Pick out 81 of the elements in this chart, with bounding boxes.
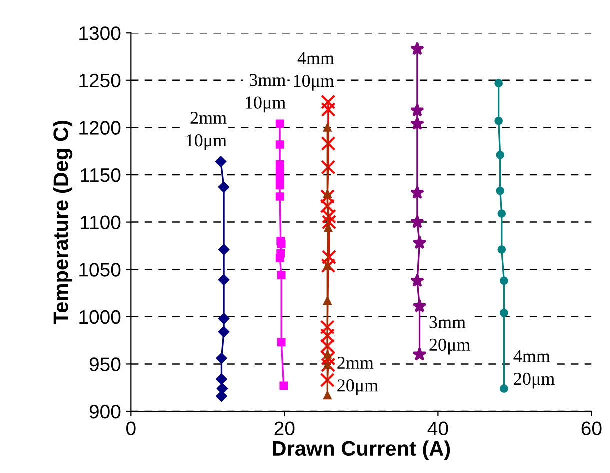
point — [276, 140, 284, 149]
point — [276, 192, 284, 201]
point — [496, 186, 505, 196]
point — [323, 391, 332, 400]
point — [277, 240, 286, 248]
point — [494, 116, 503, 126]
x-tick-label: 0 — [126, 422, 136, 436]
point — [498, 246, 506, 254]
point — [216, 352, 228, 364]
x-tick-label: 60 — [582, 422, 602, 436]
point — [323, 350, 332, 359]
point — [412, 299, 427, 313]
point — [277, 338, 286, 347]
y-tick-label: 1300 — [80, 26, 121, 40]
series-label: 3mm 20μm — [430, 316, 470, 355]
point — [410, 116, 424, 130]
y-tick-label: 1150 — [81, 168, 121, 182]
point — [320, 328, 335, 344]
point — [410, 42, 424, 56]
point — [498, 210, 506, 218]
point — [321, 94, 336, 110]
point — [216, 390, 228, 402]
point — [500, 276, 508, 286]
point — [323, 190, 332, 198]
point — [323, 296, 332, 305]
y-tick-label: 1250 — [80, 74, 121, 88]
point — [320, 189, 335, 204]
point — [277, 271, 286, 280]
point — [218, 313, 230, 324]
x-axis-title: Drawn Current (A) — [273, 440, 450, 460]
point — [323, 360, 332, 370]
y-tick-label: 1200 — [80, 121, 121, 135]
point — [323, 262, 332, 270]
point — [276, 120, 284, 128]
y-tick-label: 950 — [90, 358, 121, 372]
point — [494, 79, 503, 88]
point — [412, 347, 427, 361]
point — [215, 156, 227, 168]
point — [321, 102, 336, 118]
point — [280, 382, 288, 390]
point — [500, 384, 508, 393]
point — [410, 103, 424, 117]
point — [320, 320, 335, 335]
point — [320, 372, 335, 388]
series-label: 3mm 10μm — [246, 74, 286, 113]
y-tick-label: 900 — [90, 404, 121, 419]
y-tick-label: 1050 — [80, 263, 121, 277]
point — [320, 198, 335, 214]
point — [218, 182, 230, 193]
point — [322, 209, 336, 224]
y-tick-label: 1000 — [80, 310, 121, 324]
point — [496, 150, 505, 160]
y-tick-label: 1100 — [81, 216, 121, 230]
point — [216, 374, 228, 385]
series-label: 4mm 20μm — [514, 350, 555, 389]
point — [323, 124, 332, 132]
x-tick-label: 40 — [428, 422, 448, 436]
point — [218, 244, 230, 256]
point — [218, 326, 230, 338]
point — [322, 215, 336, 230]
point — [324, 224, 333, 232]
series-label: 2mm 10μm — [186, 112, 227, 150]
point — [410, 186, 424, 200]
point — [410, 274, 424, 288]
point — [321, 351, 336, 366]
point — [218, 274, 230, 286]
point — [321, 358, 336, 372]
point — [321, 258, 336, 274]
point — [276, 254, 284, 262]
series-label: 4mm 10μm — [294, 52, 334, 91]
series-label: 2mm 20μm — [338, 356, 378, 396]
point — [320, 338, 335, 354]
y-axis-title: Temperature (Deg C) — [53, 121, 73, 324]
point — [500, 308, 508, 318]
point — [276, 181, 284, 190]
point — [412, 236, 427, 250]
point — [321, 136, 336, 152]
point — [322, 250, 336, 265]
x-tick-label: 20 — [274, 422, 295, 436]
point — [321, 160, 336, 175]
point — [410, 215, 424, 228]
